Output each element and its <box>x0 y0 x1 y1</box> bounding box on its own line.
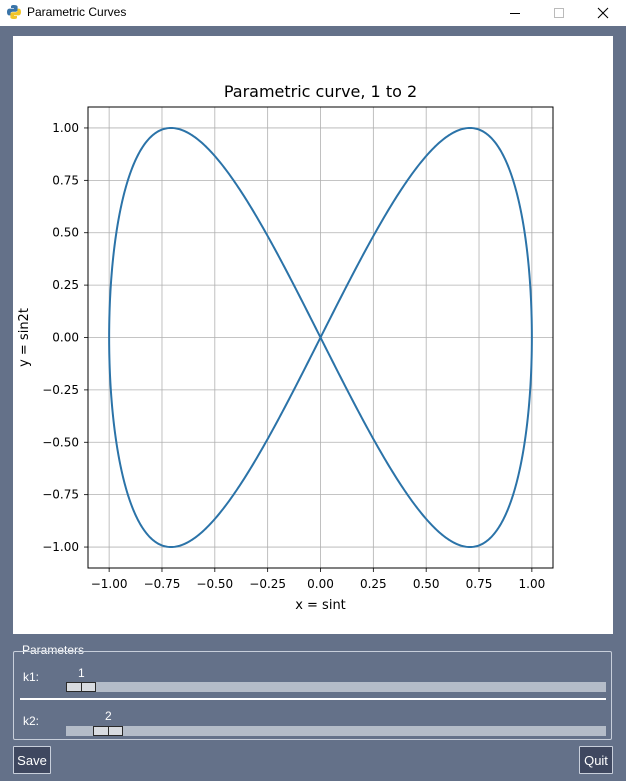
y-tick-label: 0.00 <box>52 331 79 345</box>
y-tick-label: −0.50 <box>42 435 79 449</box>
y-tick-label: −1.00 <box>42 540 79 554</box>
curve-layer <box>108 126 533 549</box>
y-tick-label: −0.75 <box>42 488 79 502</box>
y-tick-label: 0.50 <box>52 226 79 240</box>
minimize-icon <box>510 13 520 14</box>
parameters-group <box>13 651 612 740</box>
maximize-icon <box>554 8 564 18</box>
python-app-icon <box>7 5 21 19</box>
y-tick-label: 0.25 <box>52 278 79 292</box>
k1-value: 1 <box>78 666 85 680</box>
window-title: Parametric Curves <box>27 5 127 19</box>
y-tick-label: 0.75 <box>52 173 79 187</box>
k1-label: k1: <box>23 670 40 684</box>
curve-series-line <box>108 126 533 549</box>
slider-separator <box>20 698 606 700</box>
x-tick-label: 0.50 <box>413 577 440 591</box>
maximize-button[interactable] <box>536 0 582 26</box>
quit-button[interactable]: Quit <box>579 746 613 774</box>
plot-canvas: −1.00 −0.75 −0.50 −0.25 0.00 0.25 0.50 0.75 1.00… <box>13 36 613 634</box>
x-tick-label: 0.25 <box>360 577 387 591</box>
x-axis-label: x = sint <box>295 598 346 613</box>
k1-slider-handle[interactable] <box>66 682 96 692</box>
k2-value: 2 <box>105 709 112 723</box>
chart-title: Parametric curve, 1 to 2 <box>224 82 417 101</box>
y-axis-label: y = sin2t <box>17 308 32 367</box>
x-tick-label: −0.25 <box>249 577 286 591</box>
close-icon <box>597 7 609 19</box>
k2-slider[interactable] <box>66 726 606 736</box>
x-tick-label: 0.00 <box>307 577 334 591</box>
x-tick-label: −0.50 <box>196 577 233 591</box>
x-tick-label: −1.00 <box>91 577 128 591</box>
parametric-chart: −1.00 −0.75 −0.50 −0.25 0.00 0.25 0.50 0.75 1.00… <box>17 82 554 613</box>
x-tick-label: −0.75 <box>144 577 181 591</box>
y-tick-label: −0.25 <box>42 383 79 397</box>
save-button[interactable]: Save <box>13 746 51 774</box>
x-tick-label: 0.75 <box>466 577 493 591</box>
tick-marks: −1.00 −0.75 −0.50 −0.25 0.00 0.25 0.50 0.75 1.00… <box>42 121 545 591</box>
title-bar: Parametric Curves <box>0 0 626 26</box>
k1-slider[interactable] <box>66 682 606 692</box>
y-tick-label: 1.00 <box>52 121 79 135</box>
k2-label: k2: <box>23 714 40 728</box>
k2-slider-handle[interactable] <box>93 726 123 736</box>
minimize-button[interactable] <box>492 0 538 26</box>
close-button[interactable] <box>580 0 626 26</box>
x-tick-label: 1.00 <box>519 577 546 591</box>
parameters-legend: Parameters <box>20 643 87 657</box>
